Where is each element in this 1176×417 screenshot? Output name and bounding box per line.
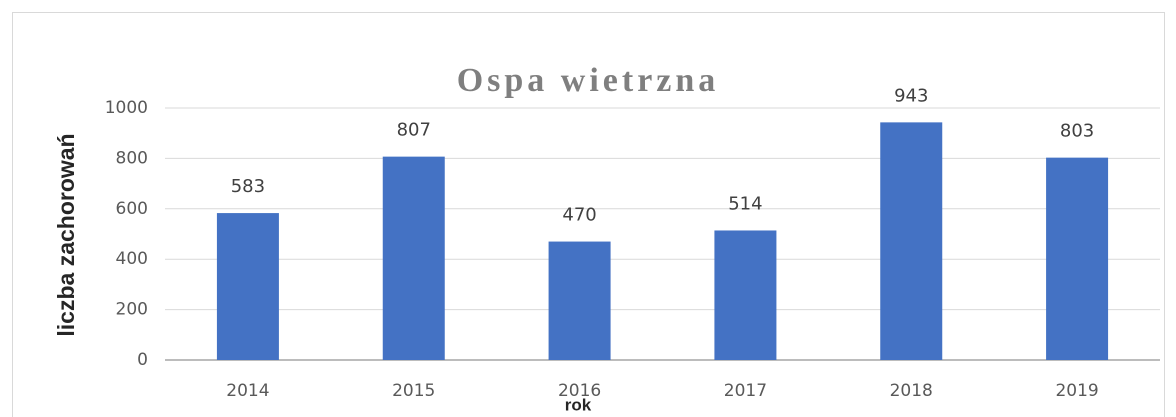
x-tick-label: 2019 bbox=[1055, 381, 1098, 401]
bar bbox=[714, 230, 777, 360]
x-tick-label: 2017 bbox=[724, 381, 767, 401]
data-label: 470 bbox=[562, 205, 596, 226]
chart-title: Ospa wietrzna bbox=[457, 62, 720, 99]
y-tick-label: 800 bbox=[116, 148, 148, 168]
data-label: 583 bbox=[231, 176, 265, 197]
bar bbox=[382, 156, 445, 360]
x-tick-label: 2014 bbox=[226, 381, 269, 401]
bar bbox=[216, 213, 279, 360]
y-tick-label: 1000 bbox=[105, 98, 148, 118]
y-tick-label: 0 bbox=[137, 350, 148, 370]
data-label: 514 bbox=[728, 193, 762, 214]
y-tick-label: 600 bbox=[116, 199, 148, 219]
x-tick-label: 2018 bbox=[890, 381, 933, 401]
chart-frame bbox=[12, 12, 1165, 417]
bar bbox=[548, 241, 611, 360]
x-tick-label: 2015 bbox=[392, 381, 435, 401]
y-tick-label: 400 bbox=[116, 249, 148, 269]
bar bbox=[880, 122, 943, 360]
data-label: 803 bbox=[1060, 121, 1094, 142]
x-axis-title: rok bbox=[565, 395, 592, 414]
bar bbox=[1046, 157, 1109, 360]
data-label: 807 bbox=[397, 120, 431, 141]
y-axis-title: liczba zachorowań bbox=[53, 133, 79, 336]
x-tick-label: 2016 bbox=[558, 381, 601, 401]
data-label: 943 bbox=[894, 85, 928, 106]
y-tick-label: 200 bbox=[116, 300, 148, 320]
